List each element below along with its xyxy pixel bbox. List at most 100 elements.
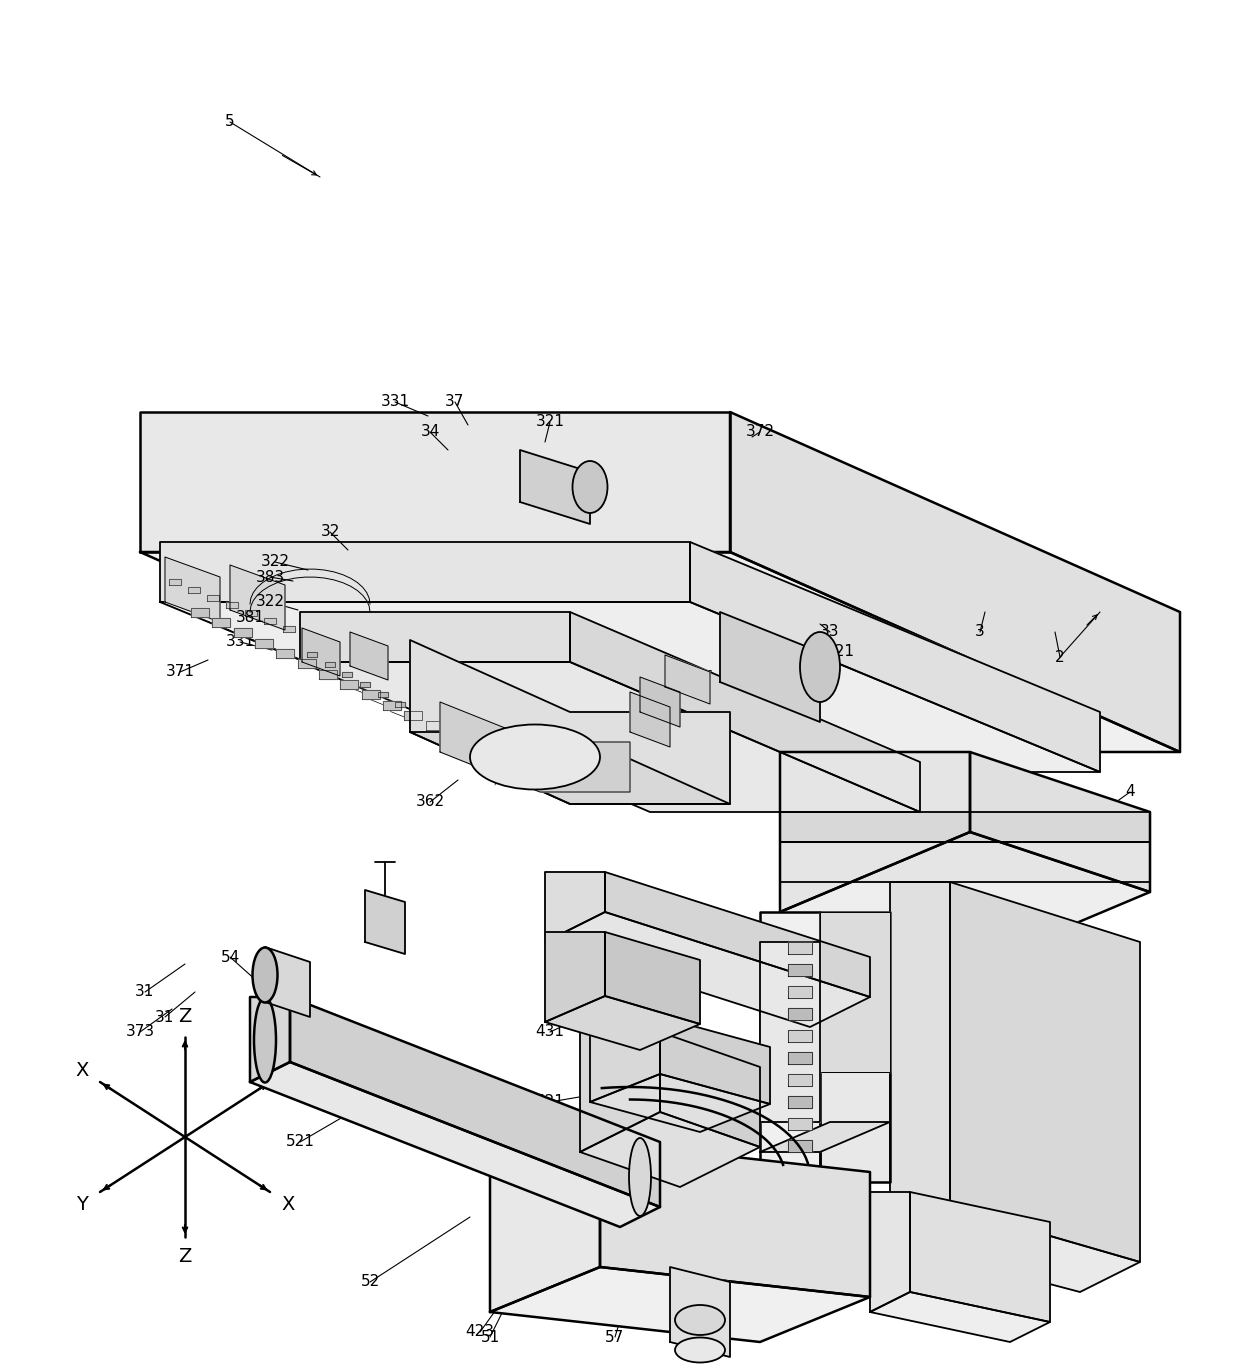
Text: X: X [281, 1195, 295, 1213]
Text: 382: 382 [740, 664, 770, 679]
Text: 4: 4 [1125, 785, 1135, 800]
Polygon shape [760, 912, 820, 1207]
Polygon shape [226, 602, 238, 608]
Polygon shape [760, 1183, 890, 1242]
Polygon shape [404, 711, 423, 720]
Polygon shape [787, 965, 812, 975]
Polygon shape [546, 873, 605, 943]
Polygon shape [165, 557, 219, 622]
Text: 372: 372 [745, 424, 775, 439]
Polygon shape [760, 943, 820, 1122]
Polygon shape [546, 912, 870, 1028]
Text: 31: 31 [135, 985, 155, 999]
Text: 57: 57 [605, 1329, 625, 1345]
Polygon shape [580, 1032, 660, 1152]
Polygon shape [188, 587, 200, 593]
Polygon shape [472, 704, 484, 709]
Polygon shape [660, 1032, 760, 1147]
Polygon shape [502, 763, 512, 768]
Polygon shape [780, 831, 1149, 971]
Polygon shape [787, 1030, 812, 1041]
Polygon shape [546, 996, 701, 1050]
Polygon shape [950, 882, 1140, 1262]
Text: 381: 381 [236, 609, 264, 624]
Polygon shape [396, 702, 405, 708]
Polygon shape [140, 412, 730, 552]
Polygon shape [787, 1096, 812, 1109]
Polygon shape [415, 681, 428, 686]
Polygon shape [870, 1292, 1050, 1342]
Text: 5: 5 [226, 114, 234, 129]
Polygon shape [410, 639, 730, 804]
Polygon shape [630, 691, 670, 746]
Polygon shape [169, 579, 181, 584]
Polygon shape [491, 712, 503, 718]
Polygon shape [350, 632, 388, 681]
Polygon shape [321, 641, 332, 648]
Polygon shape [670, 1266, 730, 1357]
Text: 3: 3 [975, 624, 985, 639]
Polygon shape [233, 628, 252, 637]
Polygon shape [383, 701, 401, 709]
Polygon shape [358, 657, 371, 663]
Text: 423: 423 [935, 1305, 965, 1320]
Text: 371: 371 [165, 664, 195, 679]
Text: 321: 321 [536, 414, 564, 429]
Text: 35: 35 [720, 685, 740, 700]
Polygon shape [340, 681, 358, 689]
Polygon shape [490, 1142, 600, 1312]
Text: 58: 58 [870, 1014, 889, 1029]
Polygon shape [780, 842, 1149, 882]
Polygon shape [787, 1140, 812, 1152]
Text: 34: 34 [420, 424, 440, 439]
Text: 521: 521 [285, 1135, 315, 1150]
Polygon shape [160, 602, 1100, 772]
Ellipse shape [253, 948, 278, 1003]
Polygon shape [250, 997, 290, 1083]
Text: 54: 54 [221, 949, 239, 965]
Polygon shape [520, 450, 590, 524]
Polygon shape [191, 608, 210, 616]
Polygon shape [140, 552, 1180, 752]
Polygon shape [410, 733, 730, 804]
Polygon shape [484, 753, 494, 759]
Text: 431: 431 [536, 1025, 564, 1040]
Ellipse shape [675, 1305, 725, 1335]
Polygon shape [283, 626, 295, 631]
Ellipse shape [254, 997, 277, 1083]
Polygon shape [590, 1074, 770, 1132]
Polygon shape [425, 722, 444, 730]
Polygon shape [469, 742, 486, 750]
Text: 423: 423 [465, 1324, 495, 1339]
Text: Y: Y [76, 1195, 88, 1213]
Polygon shape [787, 1074, 812, 1087]
Text: 31: 31 [155, 1010, 175, 1025]
Text: 432: 432 [971, 1144, 999, 1159]
Polygon shape [255, 638, 273, 648]
Polygon shape [890, 882, 950, 1242]
Polygon shape [787, 986, 812, 997]
Polygon shape [207, 594, 219, 601]
Text: 58a: 58a [856, 1055, 884, 1070]
Polygon shape [250, 1062, 660, 1227]
Text: 2: 2 [1055, 649, 1065, 664]
Polygon shape [490, 1266, 870, 1342]
Polygon shape [787, 1118, 812, 1131]
Ellipse shape [800, 632, 839, 702]
Polygon shape [466, 742, 476, 748]
Text: 52: 52 [361, 1275, 379, 1290]
Text: 33: 33 [820, 624, 839, 639]
Text: 572: 572 [676, 1329, 704, 1345]
Text: 37: 37 [445, 395, 465, 409]
Polygon shape [300, 612, 570, 663]
Polygon shape [453, 696, 465, 702]
Text: 362: 362 [415, 794, 445, 809]
Text: 373: 373 [125, 1025, 155, 1040]
Polygon shape [397, 672, 408, 679]
Polygon shape [434, 687, 446, 694]
Polygon shape [660, 1017, 770, 1104]
Polygon shape [600, 1142, 870, 1297]
Polygon shape [787, 943, 812, 954]
Polygon shape [580, 1111, 760, 1187]
Text: 38: 38 [750, 645, 770, 660]
